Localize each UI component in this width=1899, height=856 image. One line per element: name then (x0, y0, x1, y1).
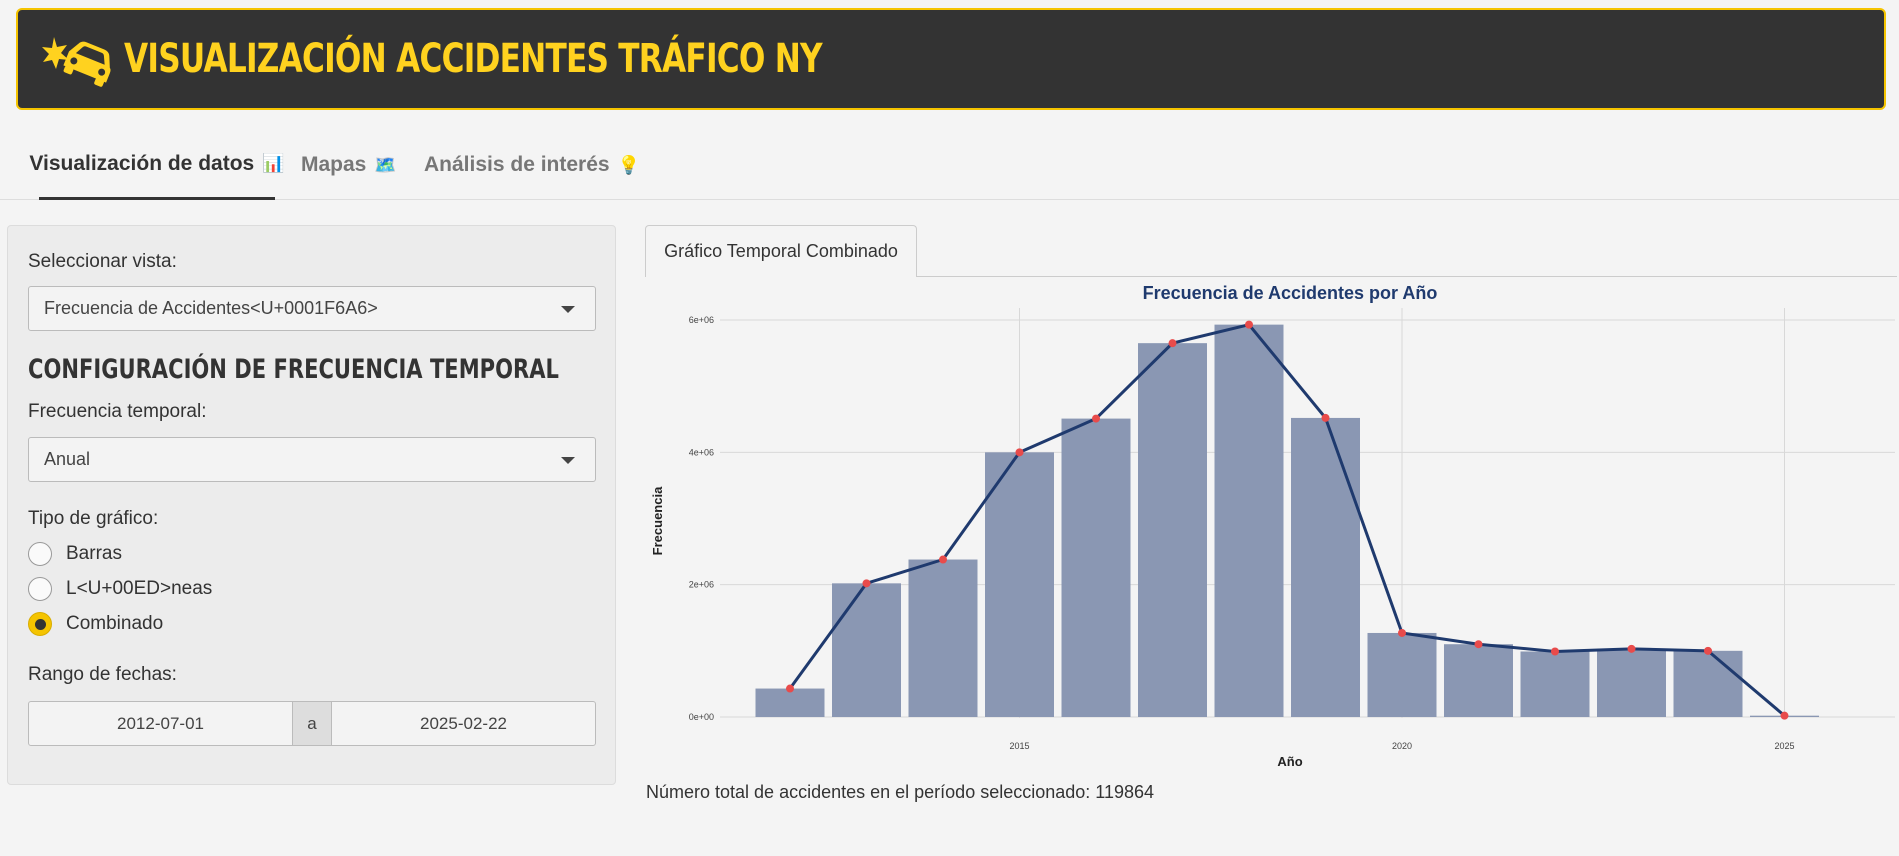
chart-type-label: Tipo de gráfico: (28, 508, 159, 529)
sidebar-panel: Seleccionar vista: Frecuencia de Acciden… (7, 225, 616, 785)
point-2016 (1092, 414, 1100, 423)
main-tabs: Visualización de datos 📊 Mapas 🗺️ Anális… (0, 130, 1899, 200)
bar-2021 (1444, 644, 1513, 717)
point-2021 (1474, 640, 1483, 649)
map-icon: 🗺️ (374, 154, 397, 175)
x-tick-label: 2025 (1774, 741, 1794, 751)
bar-2019 (1291, 417, 1360, 717)
point-2018 (1245, 320, 1253, 329)
x-tick-label: 2020 (1392, 741, 1412, 751)
point-2025 (1780, 711, 1789, 720)
chart-title: Frecuencia de Accidentes por Año (1143, 283, 1438, 303)
tab-visualizacion-label: Visualización de datos (29, 151, 255, 175)
bar-2020 (1367, 632, 1437, 717)
chart-bars (755, 324, 1819, 717)
point-2020 (1398, 628, 1406, 637)
freq-select[interactable]: Anual (28, 437, 596, 482)
view-select[interactable]: Frecuencia de Accidentes<U+0001F6A6> (28, 286, 596, 331)
point-2024 (1704, 646, 1712, 655)
tab-mapas[interactable]: Mapas 🗺️ (301, 130, 397, 200)
lightbulb-icon: 💡 (617, 154, 640, 175)
point-2014 (939, 555, 947, 564)
chevron-down-icon (561, 306, 575, 313)
total-accidents-text: Número total de accidentes en el período… (646, 782, 1155, 802)
bar-2023 (1597, 648, 1666, 717)
radio-dot (28, 577, 52, 601)
chevron-down-icon (561, 457, 575, 464)
view-select-value: Frecuencia de Accidentes<U+0001F6A6> (44, 298, 378, 318)
radio-dot (28, 542, 52, 566)
chart-tick-labels: 0e+00 2e+06 4e+06 6e+06 2015 2020 2025 (689, 315, 1795, 751)
y-tick-label: 4e+06 (689, 447, 714, 457)
bar-2016 (1061, 418, 1131, 717)
x-tick-label: 2015 (1009, 741, 1029, 751)
radio-barras-label: Barras (66, 543, 122, 564)
point-2015 (1015, 448, 1024, 457)
section-title: CONFIGURACIÓN DE FRECUENCIA TEMPORAL (28, 354, 559, 385)
date-separator: a (292, 702, 332, 745)
bar-2018 (1214, 324, 1284, 717)
car-crash-icon (42, 37, 111, 87)
point-2017 (1168, 339, 1177, 348)
x-axis-label: Año (1277, 754, 1302, 769)
app-header: VISUALIZACIÓN ACCIDENTES TRÁFICO NY (16, 8, 1886, 110)
bar-2015 (985, 452, 1054, 717)
frequency-chart: 0e+00 2e+06 4e+06 6e+06 2015 2020 2025 Frecuen… (650, 283, 1895, 769)
freq-select-value: Anual (44, 449, 91, 469)
radio-lineas[interactable]: L<U+00ED>neas (28, 577, 212, 601)
view-label: Seleccionar vista: (28, 251, 177, 272)
bar-chart-icon: 📊 (262, 153, 285, 173)
freq-label: Frecuencia temporal: (28, 401, 207, 422)
radio-dot-selected (28, 612, 52, 636)
radio-lineas-label: L<U+00ED>neas (66, 578, 213, 599)
point-2019 (1321, 413, 1330, 422)
y-axis-label: Frecuencia (650, 486, 665, 555)
point-2013 (862, 579, 871, 588)
chart-line (788, 322, 1786, 717)
bar-2014 (908, 559, 978, 717)
date-start-input[interactable]: 2012-07-01 (117, 713, 204, 733)
tab-grafico-temporal[interactable]: Gráfico Temporal Combinado (645, 225, 917, 277)
tab-visualizacion[interactable]: Visualización de datos 📊 (29, 130, 285, 200)
point-2022 (1551, 647, 1559, 656)
date-label: Rango de fechas: (28, 664, 177, 685)
tab-analisis-label: Análisis de interés (424, 153, 610, 176)
date-end-input[interactable]: 2025-02-22 (420, 713, 507, 733)
radio-barras[interactable]: Barras (28, 542, 122, 566)
tab-divider (917, 276, 1897, 277)
tab-analisis[interactable]: Análisis de interés 💡 (424, 130, 640, 200)
date-range: 2012-07-01 a 2025-02-22 (28, 701, 596, 746)
radio-combinado[interactable]: Combinado (28, 612, 163, 636)
point-2012 (786, 684, 794, 693)
chart-points (786, 320, 1789, 720)
app-title: VISUALIZACIÓN ACCIDENTES TRÁFICO NY (124, 36, 823, 82)
bar-2022 (1520, 651, 1590, 717)
y-tick-label: 0e+00 (689, 712, 714, 722)
y-tick-label: 2e+06 (689, 580, 714, 590)
bar-2024 (1673, 650, 1743, 717)
bar-2012 (755, 688, 825, 717)
y-tick-label: 6e+06 (689, 315, 714, 325)
tab-mapas-label: Mapas (301, 153, 367, 176)
bar-2017 (1138, 343, 1207, 717)
point-2023 (1627, 644, 1636, 653)
bar-2013 (832, 583, 901, 717)
radio-combinado-label: Combinado (66, 613, 164, 634)
